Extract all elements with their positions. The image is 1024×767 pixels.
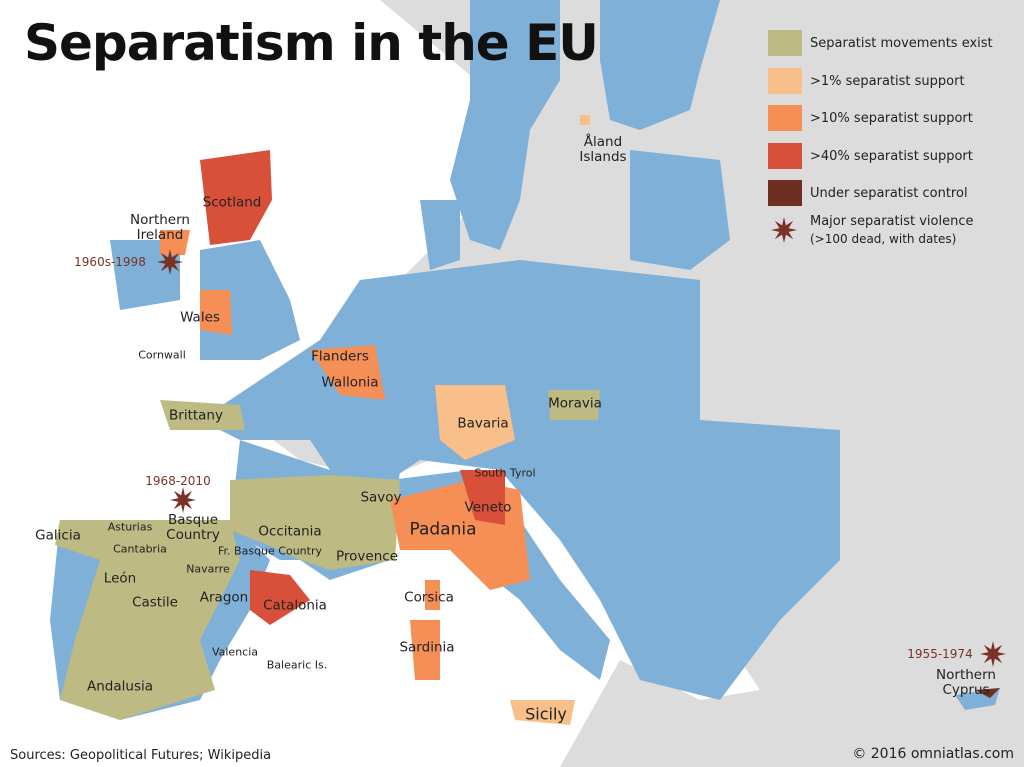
legend-swatch — [768, 67, 802, 94]
region-label: Galicia — [35, 527, 81, 544]
region-label: Occitania — [258, 523, 322, 540]
region-aland — [580, 115, 590, 125]
region-label: Provence — [336, 548, 398, 565]
region-label: Wallonia — [321, 374, 379, 391]
region-label: Åland Islands — [579, 134, 627, 165]
legend-swatch — [768, 180, 802, 206]
region-label: Padania — [409, 519, 477, 540]
finland — [600, 0, 720, 130]
region-label: Veneto — [464, 499, 512, 516]
region-label: Sicily — [525, 704, 567, 724]
region-northern-cyprus — [975, 688, 1000, 698]
region-label: Scotland — [202, 194, 262, 211]
baltics — [630, 150, 730, 270]
legend-label: >1% separatist support — [810, 73, 965, 89]
region-sicily — [510, 700, 575, 725]
legend-label: >10% separatist support — [810, 111, 973, 126]
region-scotland — [200, 150, 272, 245]
region-label: Bavaria — [457, 415, 509, 432]
region-brittany — [160, 400, 245, 430]
region-label: León — [103, 570, 137, 587]
legend-note: (>100 dead, with dates) — [810, 232, 957, 246]
legend-star — [771, 217, 797, 243]
violence-dates: 1955-1974 — [907, 647, 973, 661]
region-label: Asturias — [107, 520, 153, 534]
region-label: Sardinia — [399, 639, 455, 656]
legend-label: >40% separatist support — [810, 148, 973, 164]
legend-label: Major separatist violence — [810, 214, 974, 229]
region-label: Fr. Basque Country — [218, 544, 322, 558]
violence-dates: 1968-2010 — [145, 474, 211, 488]
region-label: Cornwall — [138, 348, 186, 362]
legend-swatch — [768, 30, 802, 56]
region-label: Catalonia — [263, 597, 327, 614]
region-label: South Tyrol — [474, 466, 536, 480]
violence-star — [157, 249, 183, 275]
region-flanders-wallonia — [310, 345, 385, 400]
region-bavaria — [435, 385, 515, 460]
region-occitania — [230, 475, 400, 570]
legend-label: Under separatist control — [810, 186, 968, 201]
legend-swatch — [768, 105, 802, 131]
region-label: Moravia — [548, 395, 602, 412]
legend-swatch — [768, 142, 802, 169]
region-label: Cantabria — [113, 542, 167, 556]
region-sardinia — [410, 620, 440, 680]
sources: Sources: Geopolitical Futures; Wikipedia — [10, 748, 272, 763]
region-label: Savoy — [360, 489, 402, 506]
region-moravia — [548, 390, 600, 420]
region-veneto-tyrol — [460, 470, 505, 525]
region-northern-ireland — [160, 230, 190, 255]
denmark — [420, 200, 460, 270]
region-label: Wales — [180, 309, 220, 326]
region-label: Castile — [132, 594, 178, 611]
violence-dates: 1960s-1998 — [74, 255, 146, 269]
region-label: Aragon — [199, 589, 249, 606]
sweden — [450, 0, 560, 250]
region-label: Andalusia — [87, 678, 153, 695]
region-label: Basque Country — [166, 512, 220, 543]
region-label: Northern Ireland — [130, 212, 190, 243]
region-label: Valencia — [211, 645, 259, 659]
region-label: Corsica — [404, 589, 454, 606]
region-corsica — [425, 580, 440, 610]
region-wales — [200, 290, 232, 335]
region-label: Navarre — [186, 562, 230, 576]
region-catalonia — [250, 570, 310, 625]
copyright: © 2016 omniatlas.com — [852, 746, 1014, 762]
region-spain-movements — [55, 520, 240, 720]
ireland — [110, 240, 180, 310]
region-label: Flanders — [311, 348, 369, 365]
region-label: Northern Cyprus — [936, 667, 996, 698]
violence-star — [980, 641, 1006, 667]
violence-star — [170, 487, 196, 513]
region-label: Balearic Is. — [266, 658, 328, 672]
region-label: Brittany — [169, 407, 223, 424]
legend-label: Separatist movements exist — [810, 36, 993, 51]
title: Separatism in the EU — [24, 14, 599, 72]
